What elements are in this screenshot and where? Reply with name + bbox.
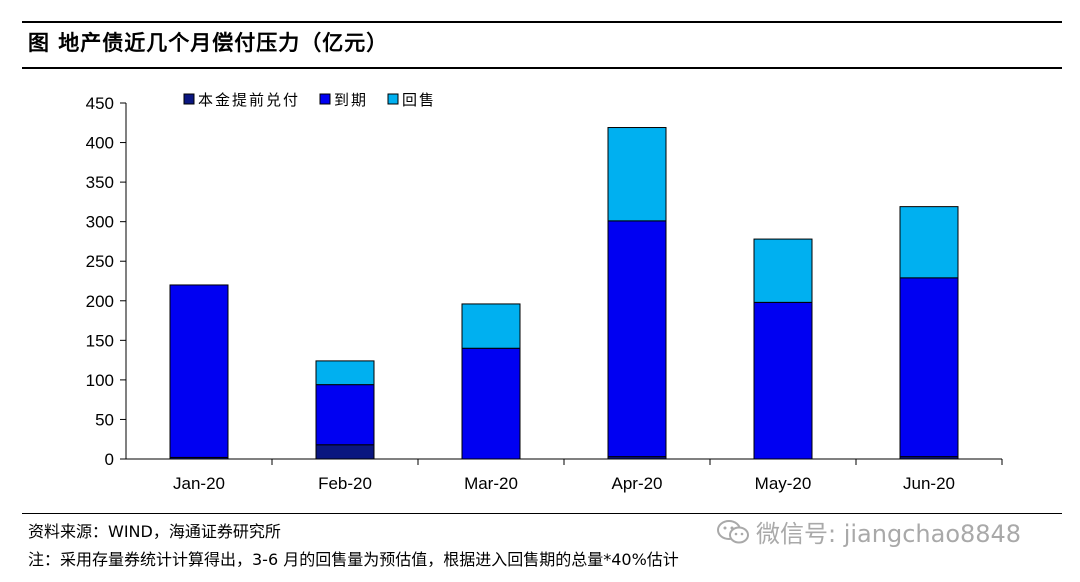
x-tick-label: Apr-20	[611, 474, 662, 493]
bar-segment	[607, 220, 667, 458]
y-tick-label: 0	[105, 450, 114, 469]
y-tick-label: 150	[86, 331, 114, 350]
bar-segment	[315, 444, 375, 460]
source-note: 资料来源：WIND，海通证券研究所	[28, 522, 281, 541]
chart-legend: 本金提前兑付 到期 回售	[183, 91, 436, 109]
top-rule	[22, 21, 1062, 23]
x-tick-label: Jun-20	[903, 474, 955, 493]
y-tick-label: 450	[86, 94, 114, 113]
wechat-icon	[717, 519, 749, 543]
y-tick-label: 350	[86, 173, 114, 192]
bar-segment	[607, 127, 667, 222]
bar-segment	[753, 301, 813, 460]
figure-title: 图 地产债近几个月偿付压力（亿元）	[28, 31, 389, 55]
y-tick-label: 400	[86, 134, 114, 153]
bar-segment	[315, 384, 375, 446]
x-tick-label: Jan-20	[173, 474, 225, 493]
watermark: 微信号: jiangchao8848	[716, 514, 1021, 549]
y-tick-label: 250	[86, 252, 114, 271]
y-axis-ticks: 0 50 100 150 200 250 300 350 400 450	[86, 94, 126, 469]
x-tick-label: Mar-20	[464, 474, 518, 493]
bar-segment	[461, 303, 521, 349]
legend-swatch	[319, 93, 331, 105]
legend-swatch	[387, 93, 399, 105]
bar-segment	[753, 238, 813, 303]
x-axis-labels: Jan-20 Feb-20 Mar-20 Apr-20 May-20 Jun-20	[173, 474, 955, 493]
y-tick-label: 300	[86, 213, 114, 232]
bar-segment	[169, 284, 229, 458]
chart-axes	[125, 103, 1003, 465]
legend-label: 回售	[402, 91, 436, 109]
bar-segment	[461, 347, 521, 460]
y-tick-label: 200	[86, 292, 114, 311]
bottom-rule	[22, 513, 1062, 514]
title-rule	[22, 67, 1062, 69]
chart-bars	[169, 127, 959, 460]
legend-label: 到期	[334, 91, 368, 109]
y-tick-label: 50	[95, 410, 114, 429]
y-tick-label: 100	[86, 371, 114, 390]
x-tick-label: Feb-20	[318, 474, 372, 493]
watermark-text: 微信号: jiangchao8848	[756, 520, 1022, 548]
legend-swatch	[183, 93, 195, 105]
bar-chart: 0 50 100 150 200 250 300 350 400 450 Jan-20 Feb-20…	[86, 91, 1003, 493]
bar-segment	[315, 360, 375, 386]
legend-label: 本金提前兑付	[198, 91, 300, 109]
x-tick-label: May-20	[755, 474, 812, 493]
remark-note: 注：采用存量券统计计算得出，3-6 月的回售量为预估值，根据进入回售期的总量*4…	[28, 550, 679, 569]
bar-segment	[899, 277, 959, 458]
bar-segment	[899, 206, 959, 279]
